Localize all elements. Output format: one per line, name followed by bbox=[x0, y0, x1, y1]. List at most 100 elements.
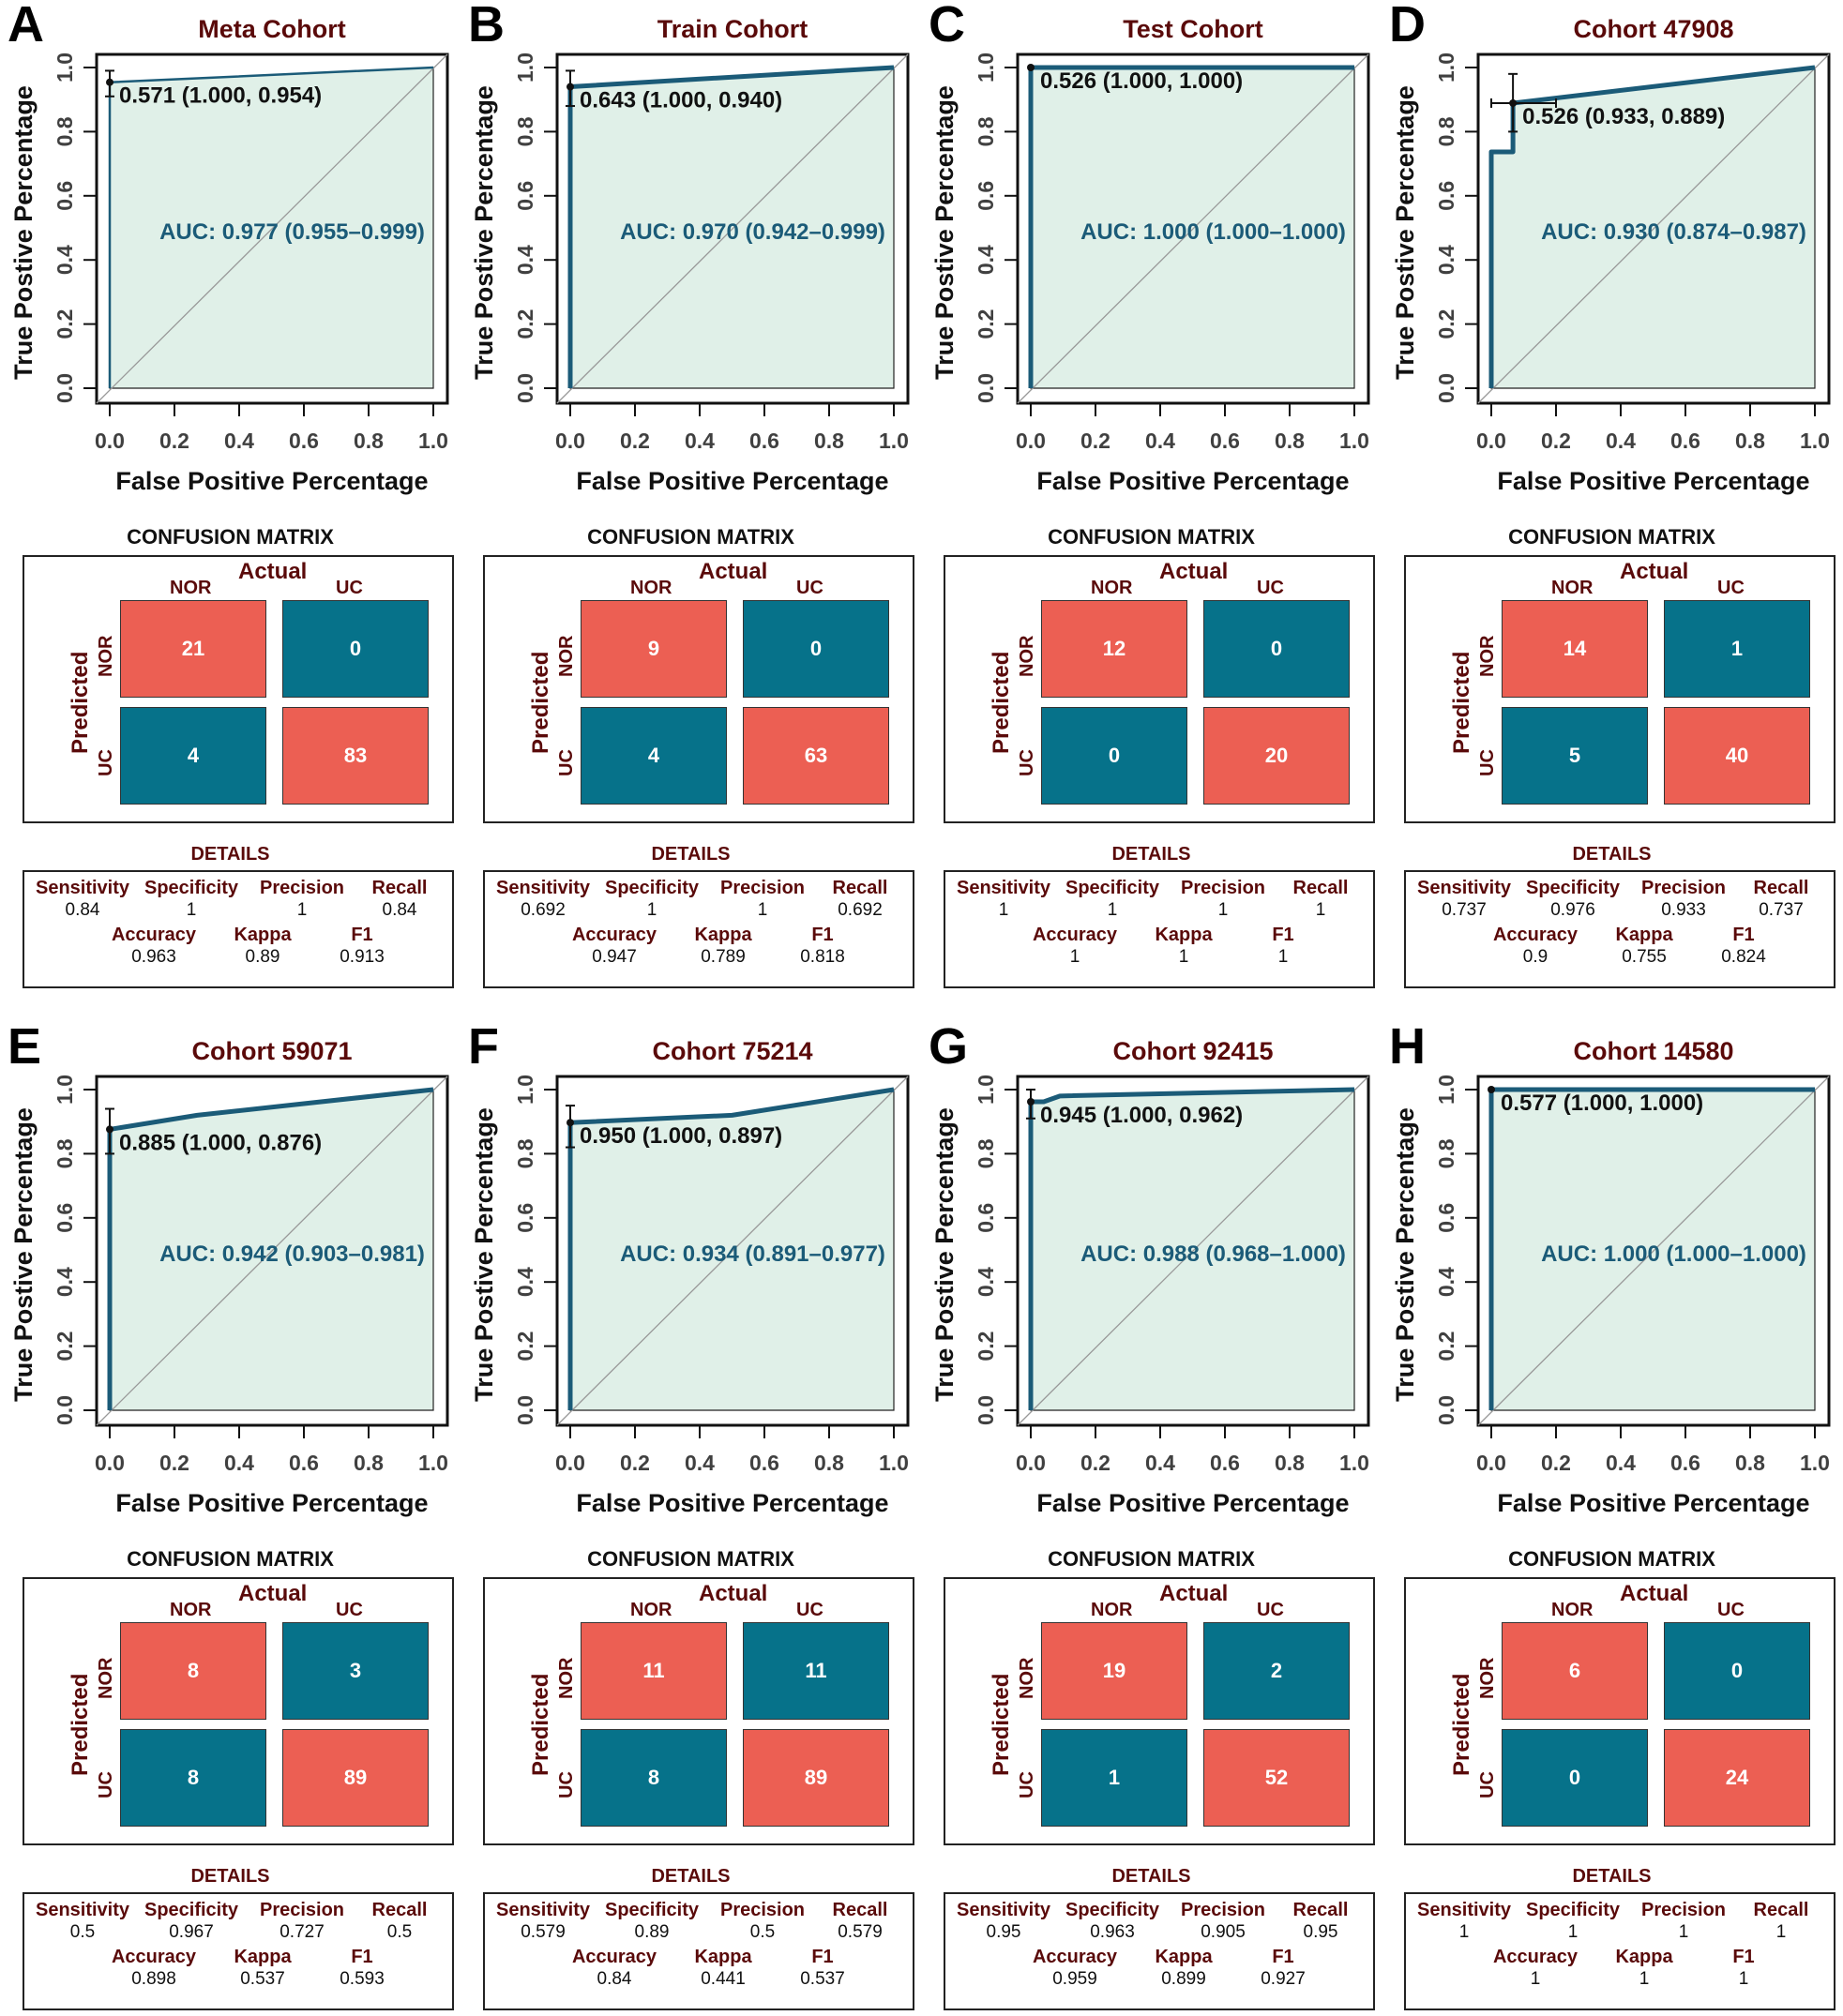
panel-f: F Cohort 75214 0.0 0.0 0.2 0.2 0.4 0.4 0.6 0.6 0.8… bbox=[461, 1022, 921, 2016]
row-label-uc: UC bbox=[556, 749, 577, 776]
x-axis-label: False Positive Percentage bbox=[1497, 1489, 1809, 1517]
x-tick-label: 0.6 bbox=[749, 1451, 779, 1475]
details-value-accuracy: 1 bbox=[1530, 1969, 1541, 1989]
details-value-recall: 0.737 bbox=[1759, 900, 1804, 920]
y-tick-label: 0.8 bbox=[974, 116, 998, 146]
y-tick-label: 0.6 bbox=[513, 181, 537, 211]
confusion-cell-nor-uc: 0 bbox=[1203, 600, 1350, 698]
details-box: Sensitivity 0.692 Specificity 1 Precision 1 Re… bbox=[483, 870, 914, 988]
x-tick-label: 0.0 bbox=[1016, 1451, 1046, 1475]
details-label-kappa: Kappa bbox=[1155, 1947, 1213, 1967]
x-tick-label: 0.2 bbox=[620, 1451, 650, 1475]
row-label-nor: NOR bbox=[1477, 635, 1498, 677]
x-tick-label: 1.0 bbox=[879, 1451, 909, 1475]
details-value-kappa: 0.89 bbox=[245, 947, 280, 967]
column-label-nor: NOR bbox=[1091, 1600, 1133, 1620]
y-tick-label: 0.8 bbox=[1434, 116, 1458, 146]
row-label-nor: NOR bbox=[96, 635, 116, 677]
x-tick-label: 0.8 bbox=[814, 1451, 844, 1475]
confusion-cell-nor-nor: 6 bbox=[1502, 1622, 1648, 1720]
x-tick-label: 0.4 bbox=[1606, 1451, 1636, 1475]
details-label-recall: Recall bbox=[371, 878, 428, 898]
details-box: Sensitivity 1 Specificity 1 Precision 1 Recall… bbox=[944, 870, 1375, 988]
chance-diagonal bbox=[96, 53, 448, 404]
details-label-specificity: Specificity bbox=[604, 878, 700, 898]
predicted-label: Predicted bbox=[989, 651, 1014, 754]
x-tick-label: 1.0 bbox=[879, 429, 909, 453]
confusion-cell-nor-nor: 8 bbox=[120, 1622, 266, 1720]
y-tick-label: 1.0 bbox=[53, 1075, 77, 1105]
roc-curve bbox=[567, 1087, 895, 1410]
actual-label: Actual bbox=[1159, 1581, 1229, 1606]
details-value-recall: 0.579 bbox=[838, 1922, 883, 1942]
confusion-cell-nor-nor: 19 bbox=[1041, 1622, 1187, 1720]
details-value-precision: 1 bbox=[1678, 1922, 1689, 1942]
y-tick-label: 0.6 bbox=[53, 181, 77, 211]
panel-b: B Train Cohort 0.0 0.0 0.2 0.2 0.4 0.4 0.6 0.6 0.8… bbox=[461, 0, 921, 994]
details-label-specificity: Specificity bbox=[1065, 878, 1160, 898]
y-tick-label: 1.0 bbox=[1434, 53, 1458, 83]
chart-title: Cohort 59071 bbox=[191, 1037, 352, 1065]
x-tick-label: 0.4 bbox=[1145, 429, 1175, 453]
details-value-precision: 0.905 bbox=[1201, 1922, 1246, 1942]
y-tick-label: 0.8 bbox=[1434, 1138, 1458, 1168]
confusion-cell-nor-nor: 21 bbox=[120, 600, 266, 698]
details-label-accuracy: Accuracy bbox=[571, 925, 657, 945]
confusion-cell-uc-uc: 20 bbox=[1203, 707, 1350, 805]
x-tick-label: 0.4 bbox=[685, 429, 715, 453]
details-label-accuracy: Accuracy bbox=[111, 925, 197, 945]
panel-letter: F bbox=[468, 1022, 499, 1075]
details-value-kappa: 0.899 bbox=[1161, 1969, 1206, 1989]
auc-label: AUC: 0.930 (0.874–0.987) bbox=[1541, 219, 1806, 245]
x-tick-label: 0.4 bbox=[224, 429, 254, 453]
y-tick-label: 0.8 bbox=[513, 116, 537, 146]
confusion-matrix-title: CONFUSION MATRIX bbox=[587, 1547, 794, 1571]
row-label-uc: UC bbox=[1017, 1771, 1037, 1798]
panel-h: H Cohort 14580 0.0 0.0 0.2 0.2 0.4 0.4 0.6 0.6 0.8… bbox=[1382, 1022, 1842, 2016]
y-tick-label: 1.0 bbox=[1434, 1075, 1458, 1105]
details-value-f1: 0.537 bbox=[800, 1969, 845, 1989]
plot-frame bbox=[1476, 1075, 1831, 1427]
roc-chart: C Test Cohort 0.0 0.0 0.2 0.2 0.4 0.4 0.6 0.6 0.8 0… bbox=[929, 0, 1370, 495]
auc-label: AUC: 0.970 (0.942–0.999) bbox=[620, 219, 885, 245]
details-value-accuracy: 0.898 bbox=[131, 1969, 176, 1989]
details-value-f1: 0.593 bbox=[340, 1969, 385, 1989]
details-label-specificity: Specificity bbox=[144, 1900, 239, 1920]
plot-frame bbox=[95, 1075, 449, 1427]
threshold-label: 0.526 (0.933, 0.889) bbox=[1522, 104, 1725, 129]
actual-label: Actual bbox=[699, 559, 768, 584]
roc-chart: B Train Cohort 0.0 0.0 0.2 0.2 0.4 0.4 0.6 0.6 0.8… bbox=[468, 0, 910, 495]
details-label-sensitivity: Sensitivity bbox=[495, 1900, 591, 1920]
auc-label: AUC: 1.000 (1.000–1.000) bbox=[1541, 1241, 1806, 1267]
details-label-f1: F1 bbox=[1272, 1947, 1294, 1967]
roc-chart: H Cohort 14580 0.0 0.0 0.2 0.2 0.4 0.4 0.6 0.6 0.8… bbox=[1389, 1022, 1831, 1517]
row-label-nor: NOR bbox=[1477, 1657, 1498, 1699]
x-tick-label: 0.6 bbox=[1670, 429, 1700, 453]
roc-chart: E Cohort 59071 0.0 0.0 0.2 0.2 0.4 0.4 0.6 0.6 0.8… bbox=[8, 1022, 449, 1517]
confusion-matrix-title: CONFUSION MATRIX bbox=[127, 1547, 334, 1571]
row-label-uc: UC bbox=[556, 1771, 577, 1798]
details-value-accuracy: 0.9 bbox=[1522, 947, 1548, 967]
details-value-specificity: 0.967 bbox=[169, 1922, 214, 1942]
chance-diagonal bbox=[556, 1076, 909, 1426]
y-tick-label: 0.2 bbox=[53, 309, 77, 339]
confusion-cell-nor-nor: 12 bbox=[1041, 600, 1187, 698]
confusion-cell-uc-uc: 89 bbox=[282, 1729, 429, 1827]
confusion-cell-uc-nor: 4 bbox=[120, 707, 266, 805]
y-tick-label: 0.0 bbox=[1434, 1395, 1458, 1425]
panel-c: C Test Cohort 0.0 0.0 0.2 0.2 0.4 0.4 0.6 0.6 0.8 0… bbox=[921, 0, 1382, 994]
y-tick-label: 0.2 bbox=[974, 1331, 998, 1362]
y-tick-label: 0.0 bbox=[53, 1395, 77, 1425]
y-tick-label: 1.0 bbox=[513, 1075, 537, 1105]
panel-a: A Meta Cohort 0.0 0.0 0.2 0.2 0.4 0.4 0.6 0.6 0.8 0… bbox=[0, 0, 461, 994]
plot-frame bbox=[555, 1075, 910, 1427]
confusion-matrix-title: CONFUSION MATRIX bbox=[1508, 525, 1715, 549]
confusion-matrix-title: CONFUSION MATRIX bbox=[1508, 1547, 1715, 1571]
x-tick-label: 0.6 bbox=[289, 429, 319, 453]
details-title: DETAILS bbox=[1111, 844, 1191, 865]
details-label-precision: Precision bbox=[719, 1900, 806, 1920]
panel-letter: B bbox=[468, 0, 505, 53]
details-value-f1: 0.824 bbox=[1721, 947, 1766, 967]
details-value-sensitivity: 0.84 bbox=[65, 900, 100, 920]
threshold-label: 0.577 (1.000, 1.000) bbox=[1501, 1091, 1703, 1116]
